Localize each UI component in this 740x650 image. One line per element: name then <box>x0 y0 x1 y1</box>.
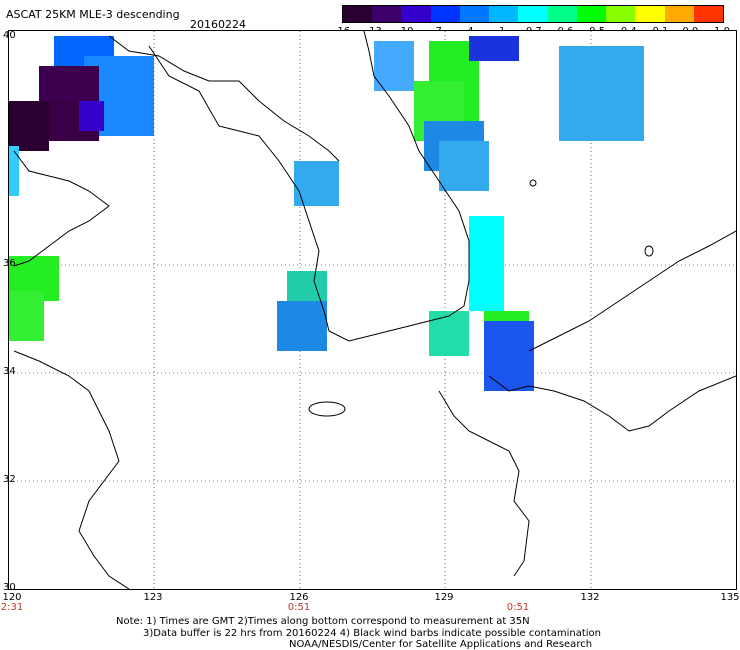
map-title: ASCAT 25KM MLE-3 descending <box>6 8 180 21</box>
swath-korea-west <box>277 161 339 351</box>
lon-label-123: 123 <box>143 592 163 603</box>
colorbar-segment <box>576 6 607 22</box>
note-line-3: NOAA/NESDIS/Center for Satellite Applica… <box>289 639 593 650</box>
time-label-3: 0:51 <box>506 602 530 613</box>
lon-label-135: 135 <box>720 592 740 603</box>
time-label-1: 2:31 <box>0 602 24 613</box>
lon-label-129: 129 <box>434 592 454 603</box>
lat-label-40: 40 <box>3 30 16 41</box>
colorbar-segment <box>664 6 694 22</box>
swath-northwest <box>9 36 154 196</box>
colorbar-segment <box>635 6 665 22</box>
swath-northeast <box>374 36 644 391</box>
note-line-2: 3)Data buffer is 22 hrs from 20160224 4)… <box>143 628 601 639</box>
lat-label-34: 34 <box>3 366 16 377</box>
colorbar-segment <box>693 6 724 22</box>
lon-label-120: 120 <box>2 592 22 603</box>
colorbar-segment <box>547 6 577 22</box>
colorbar-segment <box>372 6 402 22</box>
map-svg <box>9 31 736 589</box>
colorbar-segment <box>518 6 548 22</box>
lon-label-132: 132 <box>580 592 600 603</box>
map-date: 20160224 <box>190 18 246 31</box>
colorbar-segment <box>430 6 460 22</box>
map-area <box>8 30 737 590</box>
lat-label-36: 36 <box>3 258 16 269</box>
lat-label-30: 30 <box>3 582 16 593</box>
lat-label-32: 32 <box>3 474 16 485</box>
swath-west <box>9 256 59 341</box>
note-line-1: Note: 1) Times are GMT 2)Times along bot… <box>116 616 530 627</box>
colorbar-segment <box>606 6 636 22</box>
colorbar <box>342 5 724 23</box>
lon-label-126: 126 <box>289 592 309 603</box>
colorbar-segment <box>343 6 373 22</box>
colorbar-segment <box>459 6 490 22</box>
colorbar-segment <box>401 6 431 22</box>
colorbar-segment <box>489 6 519 22</box>
time-label-2: 0:51 <box>287 602 311 613</box>
coastlines <box>13 31 736 589</box>
